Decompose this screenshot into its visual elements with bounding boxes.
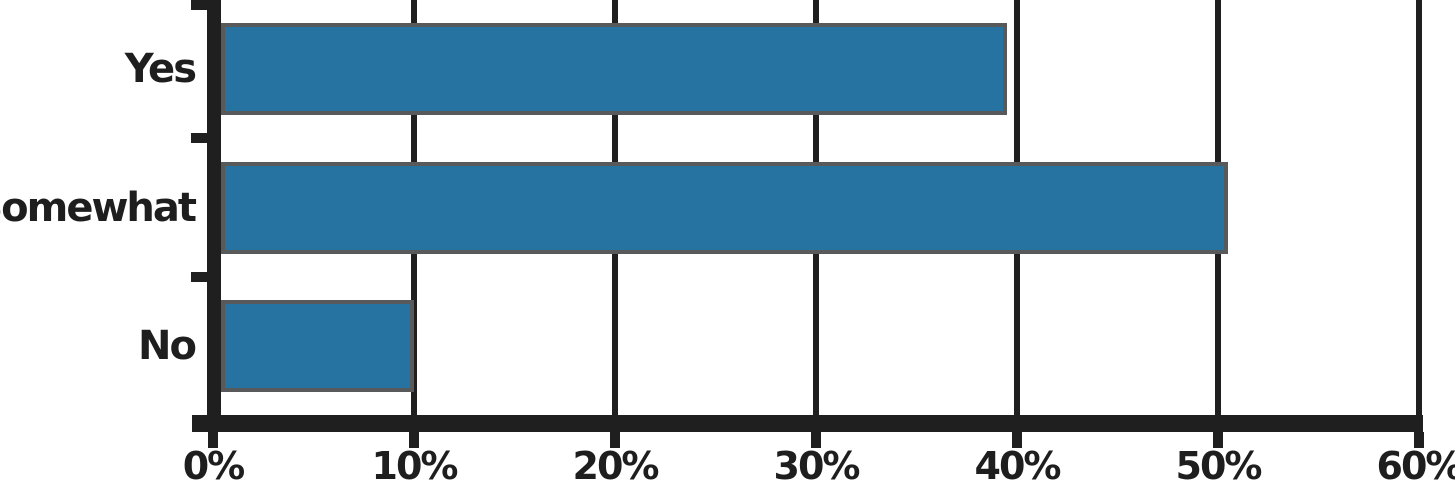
x-axis-tick [1213,432,1223,448]
x-tick-label: 10% [371,444,459,488]
x-tick-label: 60% [1376,444,1455,488]
y-axis-line [207,0,221,432]
x-axis-tick [208,432,218,448]
bar-yes [221,23,1007,115]
x-axis-tick [610,432,620,448]
gridline [1416,0,1422,415]
y-tick-label: Somewhat [0,185,197,231]
x-tick-label: 40% [974,444,1062,488]
y-tick-label: No [138,323,197,369]
bar-no [221,300,414,392]
y-tick-label: Yes [124,46,197,92]
x-tick-label: 20% [572,444,660,488]
y-axis-tick [191,133,207,143]
bar-somewhat [221,162,1228,254]
x-axis-tick [409,432,419,448]
x-axis-tick [1012,432,1022,448]
x-tick-label: 0% [182,444,245,488]
x-axis-tick [811,432,821,448]
x-axis-tick [1414,432,1424,448]
x-axis-line [192,415,1423,432]
y-axis-tick [191,0,207,10]
x-tick-label: 30% [773,444,861,488]
y-axis-tick [191,272,207,282]
x-tick-label: 50% [1175,444,1263,488]
